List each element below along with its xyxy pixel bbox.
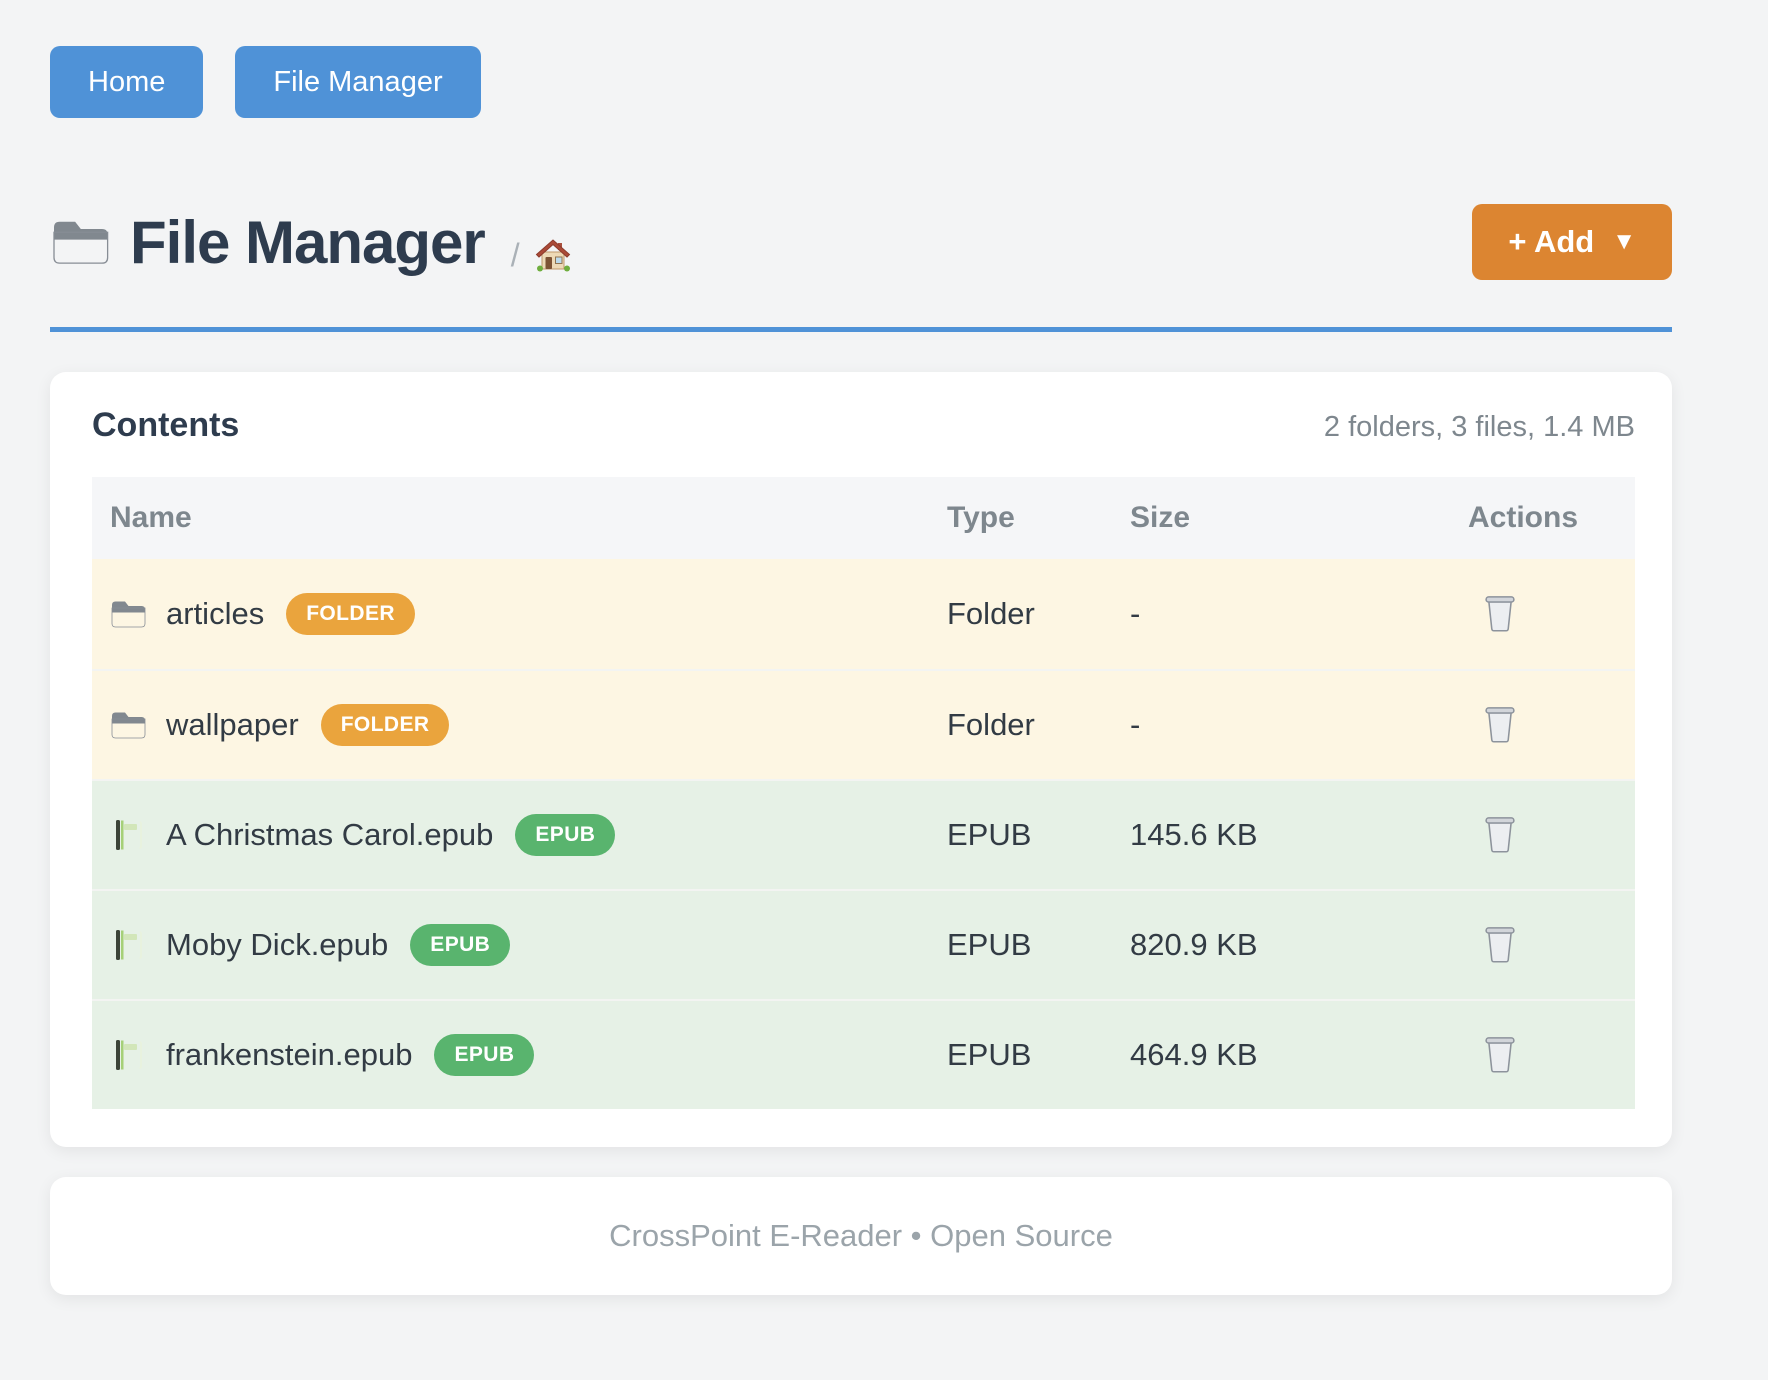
file-table: Name Type Size Actions articles FOLDER F… (92, 477, 1635, 1109)
row-name-cell: wallpaper FOLDER (92, 704, 947, 746)
trash-icon (1482, 593, 1518, 633)
nav-file-manager-button[interactable]: File Manager (235, 46, 481, 118)
folder-badge: FOLDER (286, 593, 415, 635)
row-name-cell: A Christmas Carol.epub EPUB (92, 814, 947, 856)
trash-icon (1482, 1034, 1518, 1074)
folder-icon (50, 216, 110, 268)
delete-button[interactable] (1468, 1034, 1532, 1077)
footer-text: CrossPoint E-Reader • Open Source (609, 1218, 1113, 1253)
delete-button[interactable] (1468, 704, 1532, 747)
row-name-cell: frankenstein.epub EPUB (92, 1034, 947, 1076)
folder-icon (110, 708, 146, 742)
column-header-size: Size (1130, 501, 1191, 534)
delete-button[interactable] (1468, 924, 1532, 967)
epub-badge: EPUB (410, 924, 511, 966)
type-cell: EPUB (947, 817, 1032, 852)
file-link[interactable]: A Christmas Carol.epub (166, 817, 494, 852)
trash-icon (1482, 704, 1518, 744)
column-header-name: Name (110, 501, 192, 534)
row-name-cell: articles FOLDER (92, 593, 947, 635)
table-header-row: Name Type Size Actions (92, 477, 1635, 559)
size-cell: - (1130, 707, 1141, 742)
add-button-label: + Add (1508, 224, 1595, 259)
column-header-type: Type (947, 501, 1015, 534)
type-cell: EPUB (947, 927, 1032, 962)
table-row: articles FOLDER Folder - (92, 559, 1635, 669)
green-book-icon (110, 1038, 146, 1072)
folder-link[interactable]: wallpaper (166, 707, 299, 742)
contents-summary: 2 folders, 3 files, 1.4 MB (1323, 411, 1635, 443)
row-name-cell: Moby Dick.epub EPUB (92, 924, 947, 966)
folder-badge: FOLDER (320, 704, 450, 746)
table-row: A Christmas Carol.epub EPUB EPUB 145.6 K… (92, 779, 1635, 889)
size-cell: - (1130, 596, 1141, 631)
file-link[interactable]: frankenstein.epub (166, 1037, 413, 1072)
table-row: Moby Dick.epub EPUB EPUB 820.9 KB (92, 889, 1635, 999)
title-divider (50, 327, 1672, 332)
home-icon[interactable] (534, 237, 572, 273)
type-cell: EPUB (947, 1037, 1032, 1072)
contents-card-header: Contents 2 folders, 3 files, 1.4 MB (92, 406, 1635, 445)
size-cell: 464.9 KB (1130, 1037, 1258, 1072)
trash-icon (1482, 814, 1518, 854)
epub-badge: EPUB (515, 814, 616, 856)
trash-icon (1482, 924, 1518, 964)
size-cell: 820.9 KB (1130, 927, 1258, 962)
contents-title: Contents (92, 406, 240, 444)
epub-badge: EPUB (434, 1034, 535, 1076)
delete-button[interactable] (1468, 593, 1532, 636)
table-row: wallpaper FOLDER Folder - (92, 669, 1635, 779)
delete-button[interactable] (1468, 814, 1532, 857)
green-book-icon (110, 928, 146, 962)
size-cell: 145.6 KB (1130, 817, 1258, 852)
green-book-icon (110, 818, 146, 852)
page-title: File Manager (130, 208, 486, 276)
add-button[interactable]: + Add ▼ (1472, 204, 1672, 280)
nav-home-button[interactable]: Home (50, 46, 204, 118)
footer: CrossPoint E-Reader • Open Source (50, 1177, 1672, 1295)
breadcrumb: / (511, 237, 572, 274)
chevron-down-icon: ▼ (1612, 228, 1636, 255)
top-nav: Home File Manager (50, 46, 1672, 118)
column-header-actions: Actions (1468, 501, 1579, 534)
breadcrumb-separator: / (510, 236, 520, 273)
folder-icon (110, 597, 146, 631)
table-row: frankenstein.epub EPUB EPUB 464.9 KB (92, 999, 1635, 1109)
type-cell: Folder (947, 707, 1035, 742)
contents-card: Contents 2 folders, 3 files, 1.4 MB Name… (50, 372, 1672, 1147)
folder-link[interactable]: articles (166, 596, 265, 631)
page-header: File Manager / + Add ▼ (50, 198, 1672, 286)
type-cell: Folder (947, 596, 1035, 631)
file-link[interactable]: Moby Dick.epub (166, 927, 389, 962)
title-wrap: File Manager / (50, 208, 572, 277)
